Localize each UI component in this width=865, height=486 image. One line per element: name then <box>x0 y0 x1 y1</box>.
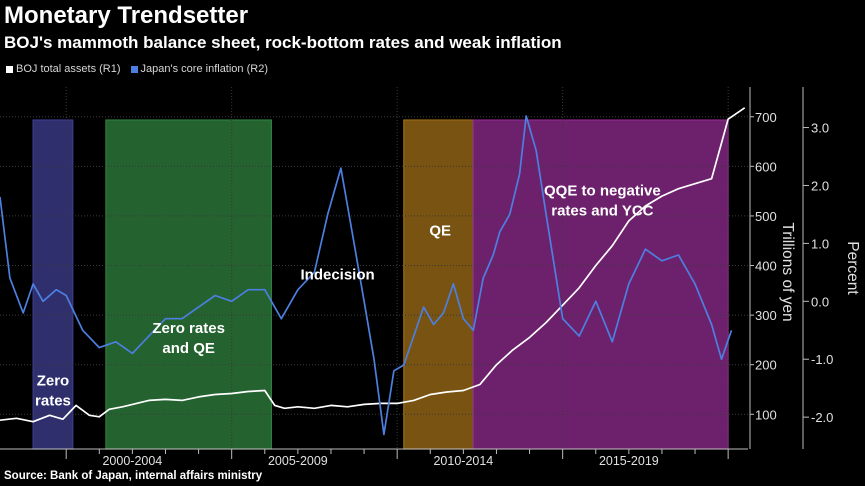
legend-label-assets: BOJ total assets (R1) <box>16 63 121 75</box>
source-note: Source: Bank of Japan, internal affairs … <box>4 470 263 482</box>
r1-tick-label-5: 600 <box>755 159 777 174</box>
annotation-3: QE <box>429 222 451 239</box>
r2-tick-label-0: -2.0 <box>811 410 833 425</box>
annotation-0-line-1: rates <box>35 392 71 409</box>
annotation-4-line-0: QQE to negative <box>544 182 661 199</box>
r1-axis-title: Trillions of yen <box>779 222 796 321</box>
legend: BOJ total assets (R1) Japan's core infla… <box>6 63 268 75</box>
r2-tick-label-3: 1.0 <box>811 236 829 251</box>
r1-tick-label-1: 200 <box>755 358 777 373</box>
annotation-0: Zero rates <box>35 372 71 409</box>
r1-tick-label-0: 100 <box>755 407 777 422</box>
legend-label-inflation: Japan's core inflation (R2) <box>140 63 268 75</box>
regime-band-3 <box>403 119 474 450</box>
chart-title: Monetary Trendsetter <box>4 2 249 29</box>
annotation-2-line-0: Indecision <box>300 266 374 283</box>
r1-tick-label-3: 400 <box>755 259 777 274</box>
annotation-0-line-0: Zero <box>37 372 70 389</box>
annotation-3-line-0: QE <box>429 222 451 239</box>
series-line-assets <box>0 107 746 423</box>
chart-subtitle: BOJ's mammoth balance sheet, rock-bottom… <box>4 33 562 52</box>
regime-band-4 <box>472 119 729 450</box>
annotation-1: Zero rates and QE <box>152 320 225 357</box>
r2-tick-label-2: 0.0 <box>811 294 829 309</box>
annotation-4-line-1: rates and YCC <box>551 202 653 219</box>
legend-swatch-inflation <box>130 65 138 73</box>
x-tick-label-1: 2005-2009 <box>268 454 328 468</box>
x-tick-label-0: 2000-2004 <box>102 454 162 468</box>
x-tick-label-3: 2015-2019 <box>599 454 659 468</box>
r2-tick-label-1: -1.0 <box>811 352 833 367</box>
annotation-2: Indecision <box>300 266 374 283</box>
legend-item-assets: BOJ total assets (R1) <box>6 63 121 75</box>
annotation-1-line-1: and QE <box>162 340 215 357</box>
r2-axis-title: Percent <box>844 241 861 295</box>
x-tick-label-2: 2010-2014 <box>433 454 493 468</box>
r2-tick-label-5: 3.0 <box>811 121 829 136</box>
legend-swatch-assets <box>6 65 13 73</box>
annotation-4: QQE to negative rates and YCC <box>544 182 661 219</box>
r1-tick-label-4: 500 <box>755 209 777 224</box>
legend-item-inflation: Japan's core inflation (R2) <box>130 63 268 75</box>
r1-tick-label-6: 700 <box>755 110 777 125</box>
annotation-1-line-0: Zero rates <box>152 320 225 337</box>
series-line-inflation <box>0 115 733 436</box>
regime-band-1 <box>105 119 272 450</box>
r2-tick-label-4: 2.0 <box>811 178 829 193</box>
r1-tick-label-2: 300 <box>755 308 777 323</box>
